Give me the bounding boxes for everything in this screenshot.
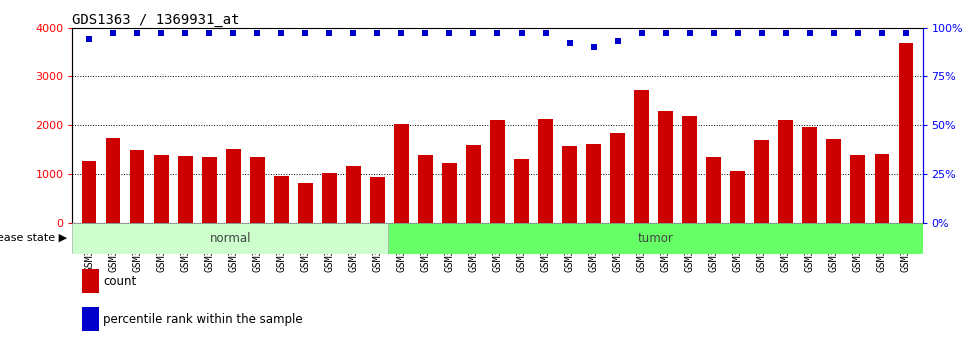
Bar: [250, 157, 265, 223]
Bar: [106, 138, 121, 223]
Point: [346, 31, 361, 36]
Bar: [730, 171, 745, 223]
Point: [273, 31, 289, 36]
Bar: [467, 145, 481, 223]
Bar: [82, 161, 97, 223]
Point: [490, 31, 505, 36]
Bar: [514, 159, 528, 223]
Bar: [323, 173, 336, 223]
Point: [129, 31, 145, 36]
Text: GDS1363 / 1369931_at: GDS1363 / 1369931_at: [72, 12, 240, 27]
Point: [730, 31, 746, 36]
Bar: [442, 162, 457, 223]
Point: [441, 31, 457, 36]
Bar: [874, 154, 889, 223]
Point: [778, 31, 793, 36]
Bar: [538, 119, 553, 223]
Point: [802, 31, 817, 36]
Point: [81, 37, 97, 42]
Text: percentile rank within the sample: percentile rank within the sample: [103, 313, 303, 326]
Bar: [586, 144, 601, 223]
Point: [826, 31, 841, 36]
Bar: [226, 149, 241, 223]
Point: [753, 31, 769, 36]
Bar: [803, 127, 817, 223]
Text: tumor: tumor: [638, 231, 673, 245]
Bar: [274, 176, 289, 223]
Bar: [388, 223, 923, 254]
Point: [514, 31, 529, 36]
Text: normal: normal: [210, 231, 251, 245]
Bar: [779, 120, 793, 223]
Text: disease state ▶: disease state ▶: [0, 233, 68, 243]
Point: [178, 31, 193, 36]
Bar: [418, 155, 433, 223]
Point: [658, 31, 673, 36]
Point: [538, 31, 554, 36]
Bar: [346, 167, 360, 223]
Bar: [754, 140, 769, 223]
Point: [634, 31, 649, 36]
Point: [105, 31, 121, 36]
Point: [682, 31, 697, 36]
Point: [562, 40, 578, 46]
Bar: [394, 124, 409, 223]
Point: [417, 31, 433, 36]
Point: [610, 39, 625, 44]
Point: [898, 31, 914, 36]
Point: [226, 31, 242, 36]
Point: [850, 31, 866, 36]
Bar: [635, 90, 649, 223]
Point: [466, 31, 481, 36]
Bar: [72, 223, 388, 254]
Point: [585, 44, 601, 50]
Point: [322, 31, 337, 36]
Bar: [202, 157, 216, 223]
Bar: [827, 139, 840, 223]
Point: [298, 31, 313, 36]
Point: [154, 31, 169, 36]
Point: [394, 31, 410, 36]
Bar: [850, 155, 865, 223]
Bar: [298, 183, 313, 223]
Bar: [562, 146, 577, 223]
Point: [874, 31, 890, 36]
Bar: [659, 111, 672, 223]
Point: [370, 31, 385, 36]
Bar: [491, 120, 504, 223]
Bar: [898, 43, 913, 223]
Point: [706, 31, 722, 36]
Bar: [706, 157, 721, 223]
Point: [202, 31, 217, 36]
Bar: [611, 133, 625, 223]
Text: count: count: [103, 275, 136, 288]
Point: [249, 31, 265, 36]
Bar: [178, 156, 192, 223]
Bar: [130, 150, 145, 223]
Bar: [370, 177, 384, 223]
Bar: [155, 155, 168, 223]
Bar: [682, 116, 696, 223]
